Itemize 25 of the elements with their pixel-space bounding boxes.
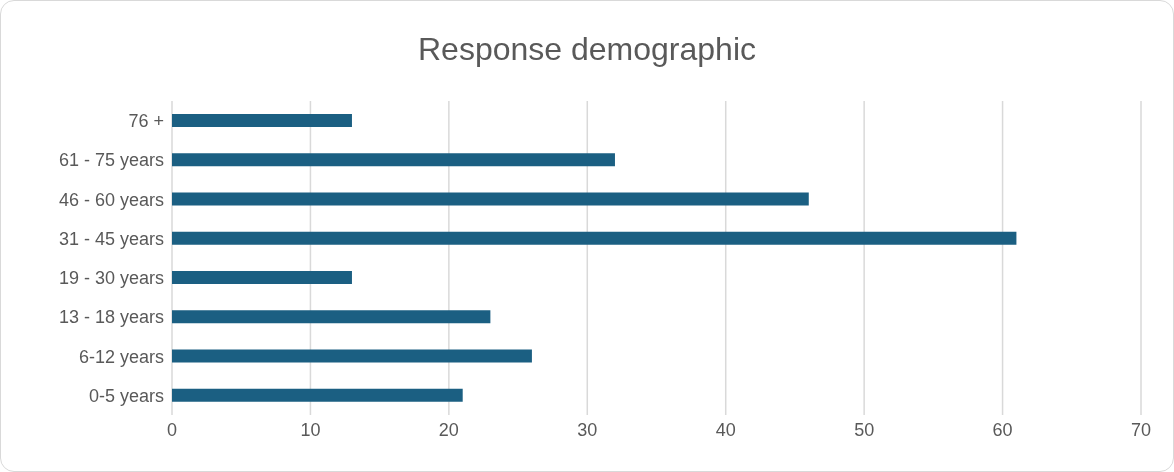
x-tick-label: 30 [577, 419, 598, 440]
x-tick-label: 60 [992, 419, 1013, 440]
bar [172, 349, 532, 363]
x-tick-label: 50 [854, 419, 875, 440]
y-tick-label: 61 - 75 years [58, 150, 164, 171]
chart-title: Response demographic [417, 31, 757, 68]
x-tick-label: 20 [438, 419, 459, 440]
bar [172, 153, 615, 167]
bar [172, 192, 809, 206]
bar [172, 113, 352, 127]
y-tick-label: 19 - 30 years [58, 268, 164, 289]
bar [172, 270, 352, 284]
y-tick-label: 0-5 years [88, 385, 164, 406]
y-tick-label: 76 + [128, 111, 164, 132]
y-tick-label: 6-12 years [78, 346, 164, 367]
bar [172, 231, 1017, 245]
x-tick-label: 0 [166, 419, 178, 440]
x-tick-label: 70 [1130, 419, 1152, 440]
x-tick-label: 10 [300, 419, 321, 440]
y-tick-label: 31 - 45 years [58, 228, 164, 249]
y-tick-label: 13 - 18 years [58, 307, 164, 328]
x-tick-label: 40 [715, 419, 736, 440]
bar [172, 310, 491, 324]
y-tick-label: 46 - 60 years [58, 189, 164, 210]
bar [172, 388, 463, 402]
